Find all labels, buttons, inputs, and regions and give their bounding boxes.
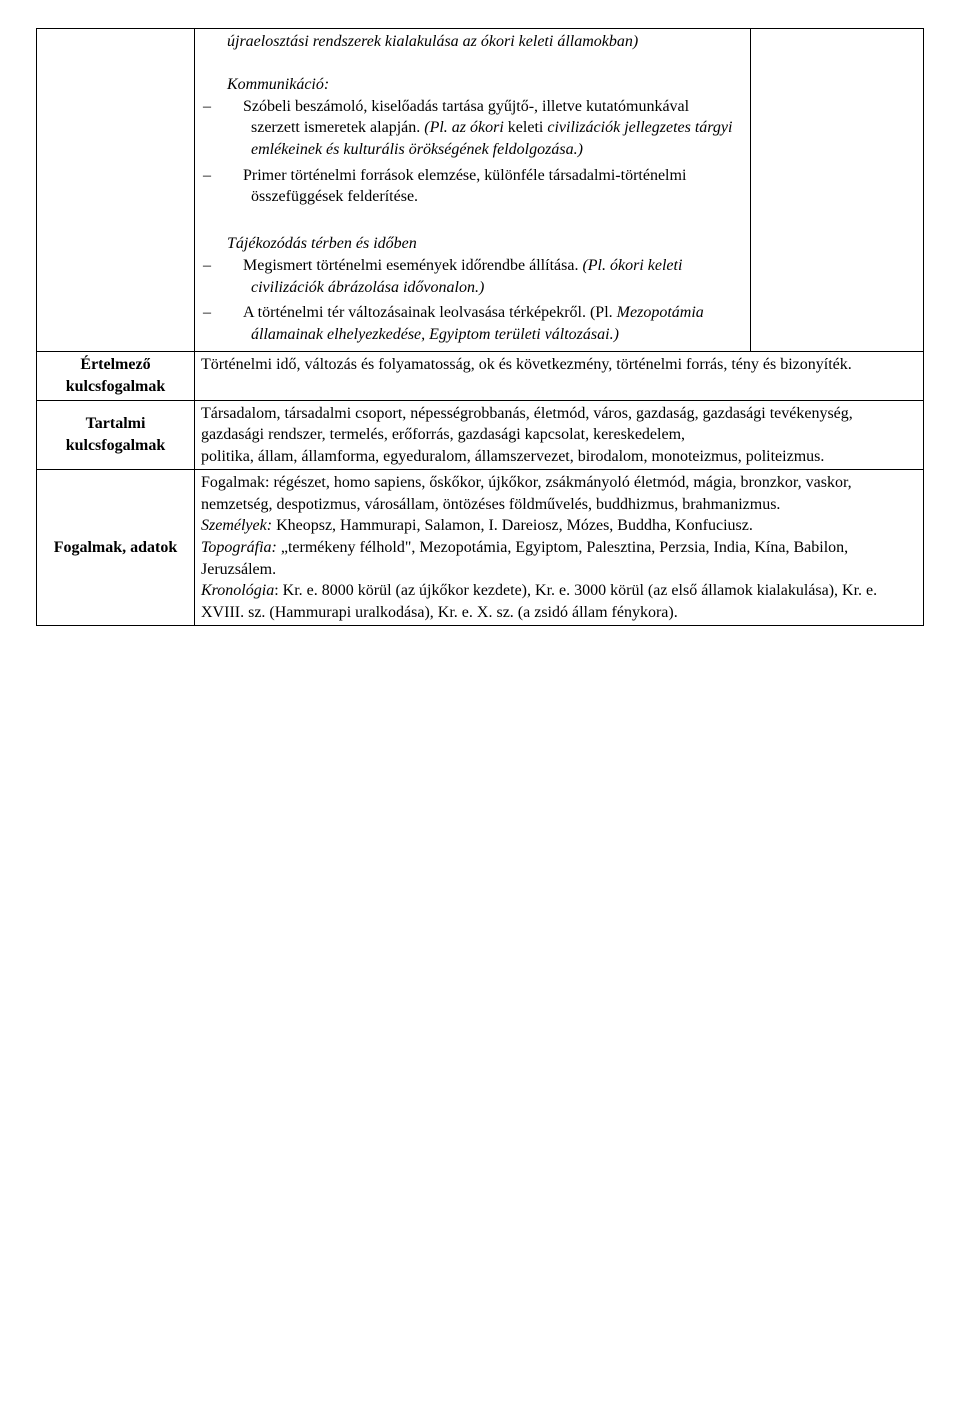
tartalmi-content: Társadalom, társadalmi csoport, népesség… [195,400,924,470]
curriculum-table: újraelosztási rendszerek kialakulása az … [36,28,924,626]
line-text: : Kr. e. 8000 körül (az újkőkor kezdete)… [201,582,877,621]
table-row: újraelosztási rendszerek kialakulása az … [37,29,924,352]
fogalmak-content: Fogalmak: régészet, homo sapiens, őskőko… [195,470,924,626]
line-text: „termékeny félhold", Mezopotámia, Egyipt… [201,539,848,578]
fogalmak-line: Fogalmak: régészet, homo sapiens, őskőko… [201,472,917,515]
line-label: Topográfia: [201,539,277,556]
item-text-plain: Megismert történelmi események időrendbe… [243,257,582,274]
table-row: Tartalmi kulcsfogalmak Társadalom, társa… [37,400,924,470]
table-row: Értelmező kulcsfogalmak Történelmi idő, … [37,352,924,400]
line-label: Személyek: [201,517,272,534]
item-text-italic: (Pl. az ókori [424,119,508,136]
fogalmak-line: Kronológia: Kr. e. 8000 körül (az újkőko… [201,580,917,623]
empty-label-cell [37,29,195,352]
fogalmak-line: Topográfia: „termékeny félhold", Mezopot… [201,537,917,580]
list-item: –Primer történelmi források elemzése, kü… [227,165,740,208]
row-label: Értelmező kulcsfogalmak [37,352,195,400]
section-heading: Kommunikáció: [227,74,740,96]
empty-right-cell [751,29,924,352]
list-item: –Megismert történelmi események időrendb… [227,255,740,298]
fogalmak-line: Személyek: Kheopsz, Hammurapi, Salamon, … [201,515,917,537]
list-item: –A történelmi tér változásainak leolvasá… [227,302,740,345]
line-text: Kheopsz, Hammurapi, Salamon, I. Dareiosz… [272,517,753,534]
item-text: Primer történelmi források elemzése, kül… [243,167,686,206]
content-cell: újraelosztási rendszerek kialakulása az … [195,29,751,352]
item-text-plain: keleti [508,119,548,136]
ertelmezo-content: Történelmi idő, változás és folyamatossá… [195,352,924,400]
item-text-plain: A történelmi tér változásainak leolvasás… [243,304,617,321]
row-label: Tartalmi kulcsfogalmak [37,400,195,470]
intro-text: újraelosztási rendszerek kialakulása az … [227,31,740,53]
section-heading: Tájékozódás térben és időben [227,233,740,255]
table-row: Fogalmak, adatok Fogalmak: régészet, hom… [37,470,924,626]
row-label: Fogalmak, adatok [37,470,195,626]
line-label: Kronológia [201,582,274,599]
list-item: –Szóbeli beszámoló, kiselőadás tartása g… [227,96,740,161]
